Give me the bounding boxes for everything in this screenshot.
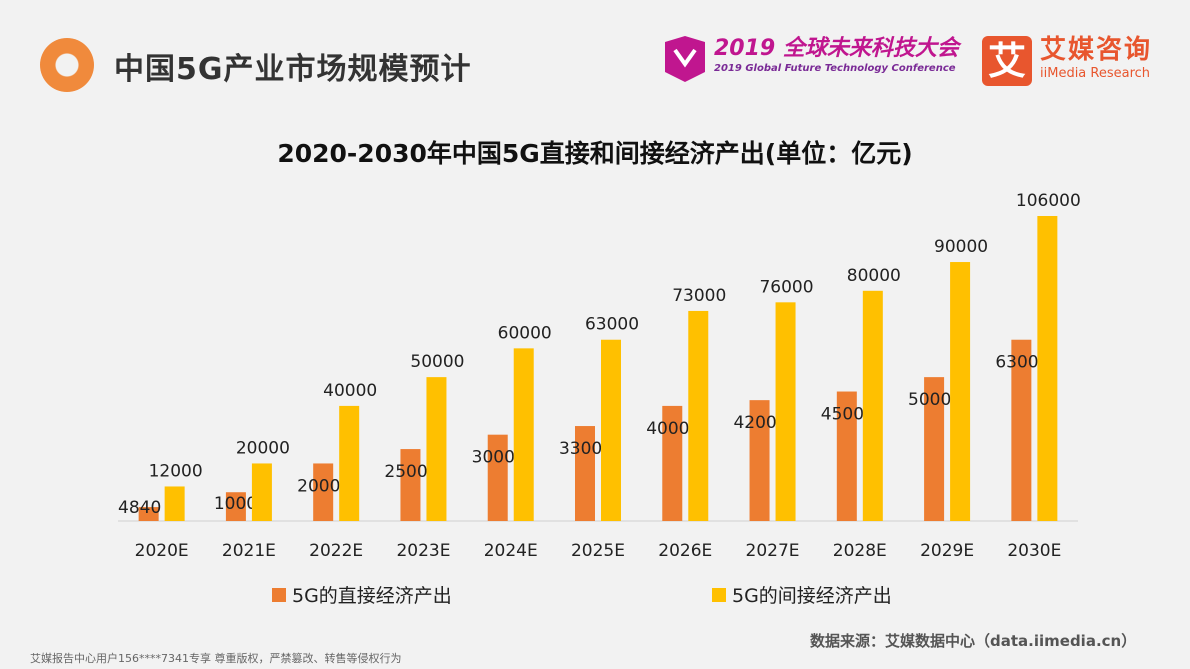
- iimedia-name-en: iiMedia Research: [1040, 66, 1151, 81]
- conference-name-cn: 2019 全球未来科技大会: [714, 36, 959, 61]
- data-label: 40000: [323, 381, 377, 401]
- bar-direct: [487, 434, 508, 521]
- copyright-notice: 艾媒报告中心用户156****7341专享 尊重版权，严禁篡改、转售等侵权行为: [30, 652, 402, 665]
- header-ring-icon: [40, 38, 94, 92]
- bar-direct: [575, 426, 595, 521]
- legend-swatch: [712, 588, 726, 602]
- bar-indirect: [775, 302, 796, 521]
- chart-title: 2020-2030年中国5G直接和间接经济产出(单位：亿元): [277, 139, 913, 168]
- legend-label: 5G的直接经济产出: [292, 585, 452, 607]
- x-tick-label: 2023E: [396, 541, 450, 561]
- x-tick-label: 2021E: [222, 541, 276, 561]
- iimedia-brand-block: 艾媒咨询 iiMedia Research: [1040, 34, 1152, 82]
- data-label: 63000: [995, 353, 1049, 373]
- x-tick-label: 2027E: [746, 541, 800, 561]
- x-tick-label: 2024E: [484, 541, 538, 561]
- bar-indirect: [339, 405, 360, 521]
- data-label: 73000: [672, 286, 726, 306]
- bar-direct: [1011, 339, 1032, 521]
- data-label: 20000: [236, 438, 290, 458]
- bar-direct: [225, 492, 246, 521]
- conference-name-en: 2019 Global Future Technology Conference: [714, 63, 956, 74]
- data-label: 30000: [472, 448, 526, 468]
- data-label: 45000: [821, 405, 875, 425]
- bar-direct: [313, 463, 334, 521]
- data-source: 数据来源：艾媒数据中心（data.iimedia.cn）: [810, 632, 1137, 650]
- x-tick-label: 2030E: [1007, 541, 1061, 561]
- bar-direct: [924, 377, 945, 521]
- data-label: 63000: [585, 315, 639, 335]
- bar-indirect: [164, 486, 185, 521]
- data-label: 42000: [733, 413, 787, 433]
- bar-indirect: [950, 262, 971, 521]
- x-tick-label: 2026E: [658, 541, 712, 561]
- x-tick-label: 2025E: [571, 541, 625, 561]
- legend-swatch: [272, 588, 286, 602]
- bar-indirect: [1037, 216, 1058, 521]
- bar-direct: [138, 507, 159, 521]
- bar-direct: [749, 400, 770, 521]
- bar-direct: [836, 391, 857, 521]
- data-label: 50000: [908, 390, 962, 410]
- data-label: 25000: [384, 462, 438, 482]
- bar-direct: [400, 449, 421, 521]
- data-label: 4840: [118, 498, 161, 518]
- data-label: 80000: [847, 266, 901, 286]
- data-label: 76000: [759, 277, 813, 297]
- data-label: 90000: [934, 237, 988, 257]
- page-title: 中国5G产业市场规模预计: [114, 52, 472, 87]
- bar-indirect: [862, 290, 883, 521]
- bar-indirect: [601, 339, 621, 521]
- data-label: 20000: [297, 476, 351, 496]
- bar-indirect: [688, 310, 709, 521]
- x-tick-label: 2022E: [309, 541, 363, 561]
- conference-logo-icon: [665, 36, 705, 82]
- bar-direct: [662, 405, 683, 521]
- data-label: 40000: [646, 419, 700, 439]
- data-label: 50000: [410, 352, 464, 372]
- iimedia-name-cn: 艾媒咨询: [1040, 35, 1153, 65]
- bar-indirect: [426, 377, 447, 521]
- data-label: 12000: [149, 461, 203, 481]
- bar-indirect: [251, 463, 272, 521]
- data-label: 33000: [559, 439, 613, 459]
- x-tick-label: 2028E: [833, 541, 887, 561]
- conference-block: 2019 全球未来科技大会 2019 Global Future Technol…: [714, 36, 959, 76]
- x-tick-label: 2029E: [920, 541, 974, 561]
- data-label: 106000: [1016, 191, 1081, 211]
- bar-chart: 2020E4840120002021E10000200002022E200004…: [118, 191, 1081, 607]
- bar-indirect: [513, 348, 534, 521]
- legend-label: 5G的间接经济产出: [732, 585, 892, 607]
- x-tick-label: 2020E: [135, 541, 189, 561]
- iimedia-logo-icon: 艾: [982, 36, 1032, 86]
- data-label: 60000: [498, 323, 552, 343]
